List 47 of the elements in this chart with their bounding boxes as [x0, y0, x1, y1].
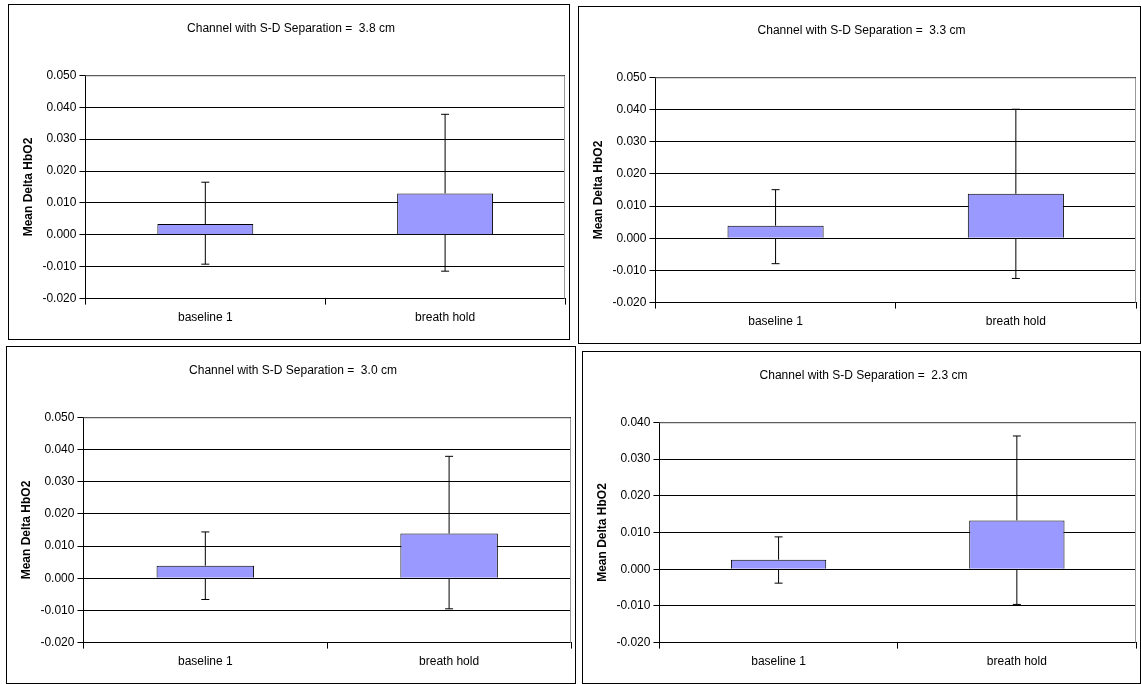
y-axis-title: Mean Delta HbO2 — [20, 137, 35, 237]
y-tick-label: 0.040 — [616, 101, 647, 116]
chart-title: Channel with S-D Separation = 2.3 cm — [759, 367, 968, 382]
y-tick-label: -0.010 — [42, 259, 77, 274]
y-tick-label: -0.010 — [612, 262, 647, 277]
y-tick-label: -0.020 — [616, 634, 651, 649]
y-tick-label: 0.000 — [44, 570, 75, 585]
chart-title: Channel with S-D Separation = 3.8 cm — [187, 20, 395, 35]
x-tick-label: baseline 1 — [177, 654, 233, 669]
y-tick-label: 0.010 — [46, 195, 77, 210]
x-tick-label: baseline 1 — [751, 654, 807, 669]
y-axis-title: Mean Delta HbO2 — [18, 480, 33, 580]
x-tick-label: baseline 1 — [748, 314, 804, 329]
y-tick-label: 0.040 — [620, 414, 651, 429]
x-tick-label: breath hold — [415, 310, 476, 325]
y-tick-label: 0.010 — [620, 524, 651, 539]
chart-title: Channel with S-D Separation = 3.3 cm — [757, 22, 966, 37]
y-tick-label: -0.020 — [40, 634, 75, 649]
y-tick-label: 0.050 — [44, 409, 75, 424]
y-tick-label: 0.020 — [44, 506, 75, 521]
y-tick-label: -0.010 — [616, 598, 651, 613]
x-tick-label: breath hold — [985, 314, 1046, 329]
x-tick-label: breath hold — [419, 654, 480, 669]
y-tick-label: 0.030 — [620, 451, 651, 466]
y-tick-label: 0.050 — [616, 69, 647, 84]
y-tick-label: 0.040 — [46, 99, 77, 114]
y-tick-label: -0.020 — [42, 290, 77, 305]
y-tick-label: 0.000 — [616, 230, 647, 245]
x-tick-label: baseline 1 — [177, 310, 233, 325]
chart-title: Channel with S-D Separation = 3.0 cm — [189, 362, 397, 377]
y-tick-label: 0.010 — [44, 538, 75, 553]
y-tick-label: 0.030 — [46, 131, 77, 146]
y-tick-label: 0.020 — [620, 488, 651, 503]
y-tick-label: -0.010 — [40, 602, 75, 617]
y-axis-title: Mean Delta HbO2 — [594, 482, 609, 582]
y-tick-label: 0.030 — [44, 474, 75, 489]
y-tick-label: 0.000 — [620, 561, 651, 576]
y-tick-label: 0.020 — [616, 166, 647, 181]
y-axis-title: Mean Delta HbO2 — [590, 140, 605, 240]
y-tick-label: -0.020 — [612, 294, 647, 309]
y-tick-label: 0.030 — [616, 134, 647, 149]
y-tick-label: 0.000 — [46, 227, 77, 242]
x-tick-label: breath hold — [986, 654, 1047, 669]
y-tick-label: 0.020 — [46, 163, 77, 178]
y-tick-label: 0.040 — [44, 441, 75, 456]
y-tick-label: 0.050 — [46, 67, 77, 82]
y-tick-label: 0.010 — [616, 198, 647, 213]
